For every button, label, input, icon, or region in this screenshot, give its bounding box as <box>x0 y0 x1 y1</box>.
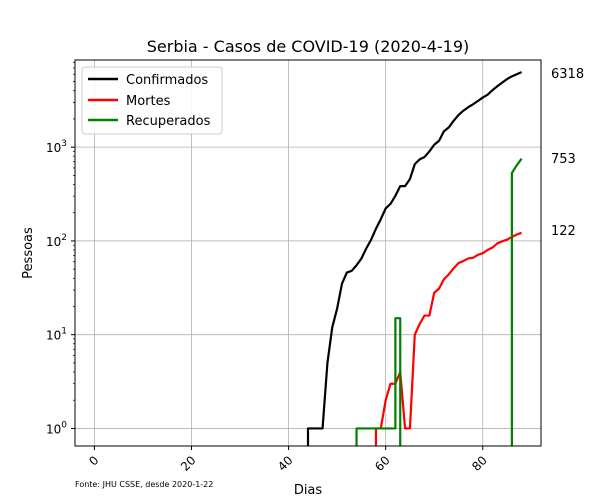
legend-label-confirmados: Confirmados <box>126 73 208 88</box>
x-tick-label: 20 <box>178 453 199 474</box>
series-line-confirmados <box>306 71 523 446</box>
x-tick-label: 40 <box>275 453 296 474</box>
legend-label-recuperados: Recuperados <box>126 114 211 129</box>
chart-title: Serbia - Casos de COVID-19 (2020-4-19) <box>147 37 470 56</box>
series-line-mortes <box>374 231 522 446</box>
x-tick-label: 60 <box>372 453 393 474</box>
x-tick-label: 80 <box>469 453 490 474</box>
y-tick-label: 101 <box>46 327 67 343</box>
y-tick-label: 102 <box>46 233 67 249</box>
source-note: Fonte: JHU CSSE, desde 2020-1-22 <box>75 480 213 489</box>
plot-area-frame <box>74 59 542 447</box>
legend-box <box>81 66 223 135</box>
x-tick-label: 0 <box>86 453 101 468</box>
y-axis-title: Pessoas <box>21 227 36 279</box>
end-label-mortes: 122 <box>551 224 576 239</box>
end-label-recuperados: 753 <box>551 152 576 167</box>
series-lines <box>306 71 523 446</box>
x-axis-ticks: 0 20 40 60 80 <box>86 446 490 474</box>
end-label-confirmados: 6318 <box>551 67 584 82</box>
end-value-labels: 6318 753 122 <box>551 67 584 239</box>
series-line-recuperados <box>355 158 523 446</box>
y-tick-label: 103 <box>46 139 67 155</box>
y-axis-ticks: 100 101 102 103 <box>46 62 75 436</box>
legend-label-mortes: Mortes <box>126 94 171 109</box>
x-axis-title: Dias <box>294 483 323 498</box>
y-tick-label: 100 <box>46 420 67 436</box>
legend: Confirmados Mortes Recuperados <box>81 66 223 135</box>
